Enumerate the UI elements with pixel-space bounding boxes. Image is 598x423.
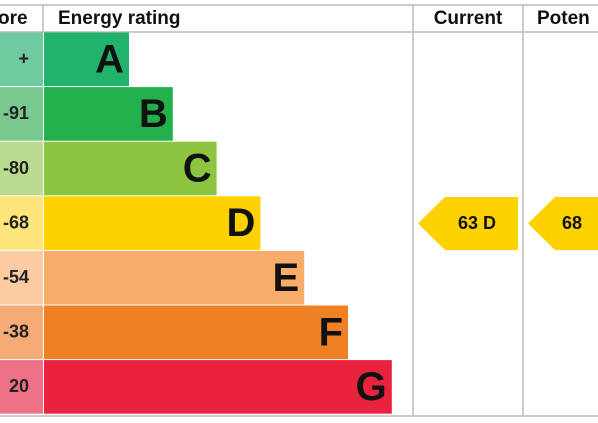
rating-letter: B <box>139 92 168 136</box>
header-rating: Energy rating <box>58 8 180 29</box>
score-label: -54 <box>3 267 29 287</box>
score-label: -68 <box>3 212 29 232</box>
score-cell <box>0 360 43 414</box>
rating-letter: E <box>273 256 300 300</box>
score-label: -91 <box>3 103 29 123</box>
rating-bar <box>44 87 173 141</box>
rating-letter: A <box>95 37 124 81</box>
rating-bar <box>44 305 348 360</box>
rating-bar <box>44 360 392 414</box>
rating-letter: C <box>183 147 212 191</box>
potential-arrow <box>528 197 598 250</box>
rating-bar <box>44 141 217 196</box>
score-cell <box>0 32 43 87</box>
rating-letter: F <box>319 310 343 354</box>
score-label: + <box>18 49 29 69</box>
score-label: -38 <box>3 322 29 342</box>
score-cell <box>0 87 43 141</box>
score-label: 20 <box>9 376 29 396</box>
score-label: -80 <box>3 158 29 178</box>
score-cell <box>0 141 43 196</box>
rating-letter: G <box>356 365 387 409</box>
rating-bar <box>44 32 129 87</box>
header-current: Current <box>434 8 503 29</box>
current-arrow <box>418 197 518 250</box>
score-cell <box>0 305 43 360</box>
current-rating: 63 D <box>458 213 496 233</box>
score-cell <box>0 196 43 250</box>
score-cell <box>0 250 43 305</box>
rating-bar <box>44 196 261 250</box>
header-potential: Poten <box>537 8 590 29</box>
rating-bar <box>44 250 305 305</box>
header-score: ore <box>0 8 28 29</box>
potential-rating: 68 <box>562 213 582 233</box>
rating-letter: D <box>227 201 256 245</box>
